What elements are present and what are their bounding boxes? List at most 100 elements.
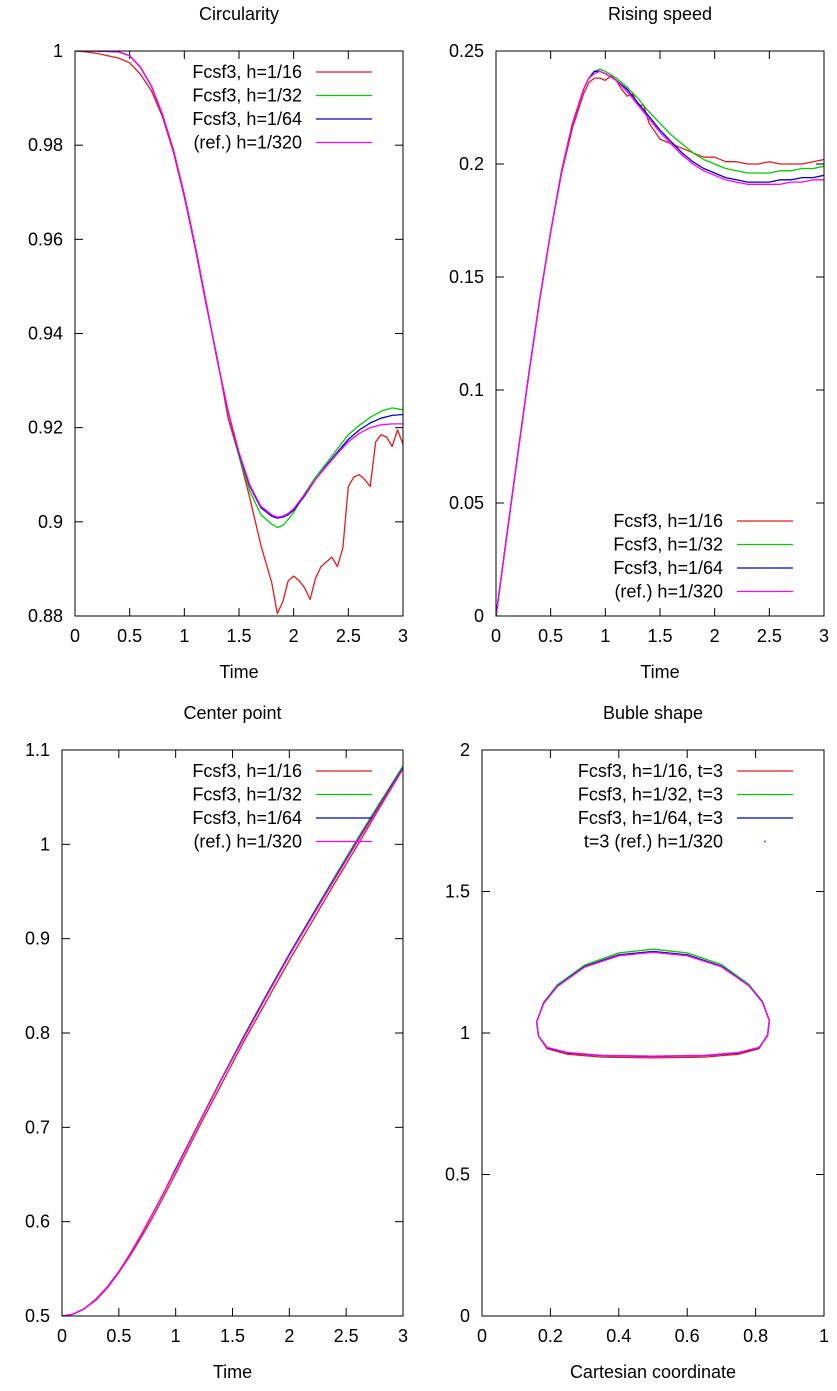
- legend-label: (ref.) h=1/320: [614, 582, 723, 602]
- x-tick-label: 1.5: [226, 626, 251, 646]
- chart-title: Buble shape: [603, 703, 703, 723]
- series-line-3: [75, 51, 403, 518]
- series-line-3: [496, 70, 824, 616]
- x-axis-label: Time: [219, 662, 258, 682]
- y-tick-label: 1: [40, 834, 50, 854]
- plot-frame: [495, 50, 825, 617]
- legend: Fcsf3, h=1/16 Fcsf3, h=1/32 Fcsf3, h=1/64 (…: [192, 62, 372, 153]
- legend-label: Fcsf3, h=1/64: [192, 109, 302, 129]
- legend-label: Fcsf3, h=1/64: [613, 558, 723, 578]
- x-tick-label: 1: [819, 1326, 829, 1346]
- series-line-3: [62, 768, 403, 1316]
- legend: Fcsf3, h=1/16 Fcsf3, h=1/32 Fcsf3, h=1/64 (…: [613, 511, 793, 602]
- y-tick-label: 0.9: [25, 929, 50, 949]
- series-line-1: [536, 948, 770, 1057]
- y-tick-label: 0.6: [25, 1212, 50, 1232]
- x-tick-label: 3: [819, 626, 829, 646]
- y-tick-label: 1: [460, 1023, 470, 1043]
- legend-label: Fcsf3, h=1/32, t=3: [578, 785, 723, 805]
- y-tick-label: 1.5: [445, 882, 470, 902]
- legend-label: Fcsf3, h=1/32: [192, 86, 302, 106]
- x-tick-label: 0.2: [538, 1326, 563, 1346]
- x-tick-label: 1: [600, 626, 610, 646]
- x-tick-label: 0: [491, 626, 501, 646]
- chart-center-point: Center point 0 0.5 1 1.5 2 2.5 3 0.5 0.6 0.7 0.8 0.9…: [25, 703, 408, 1382]
- x-tick-label: 1: [171, 1326, 181, 1346]
- x-tick-label: 0: [57, 1326, 67, 1346]
- x-tick-label: 0: [70, 626, 80, 646]
- x-tick-label: 1.5: [647, 626, 672, 646]
- y-tick-label: 0.94: [28, 324, 63, 344]
- y-tick-label: 1.1: [25, 740, 50, 760]
- plot-frame: [481, 749, 825, 1317]
- x-axis-label: Time: [640, 662, 679, 682]
- series-line-2: [536, 950, 770, 1058]
- y-tick-label: 0.25: [449, 41, 484, 61]
- y-tick-label: 0.5: [25, 1306, 50, 1326]
- series-line-0: [62, 768, 403, 1316]
- x-tick-label: 1: [179, 626, 189, 646]
- y-tick-label: 0.98: [28, 135, 63, 155]
- chart-title: Circularity: [199, 4, 279, 24]
- legend-label: Fcsf3, h=1/32: [613, 535, 723, 555]
- x-axis-label: Cartesian coordinate: [570, 1362, 736, 1382]
- y-tick-label: 0.88: [28, 606, 63, 626]
- chart-bubble-shape: Buble shape 0 0.2 0.4 0.6 0.8 1 0 0.5 1 1.5 2 Cartes…: [445, 703, 829, 1382]
- x-tick-label: 2.5: [336, 626, 361, 646]
- y-tick-label: 0.92: [28, 418, 63, 438]
- x-tick-label: 2: [284, 1326, 294, 1346]
- chart-title: Center point: [183, 703, 281, 723]
- y-tick-label: 0.7: [25, 1117, 50, 1137]
- legend-sample: [764, 840, 766, 843]
- y-tick-label: 2: [460, 740, 470, 760]
- y-tick-label: 0.5: [445, 1165, 470, 1185]
- x-tick-label: 0.4: [606, 1326, 631, 1346]
- x-tick-label: 3: [398, 626, 408, 646]
- x-tick-label: 0.8: [743, 1326, 768, 1346]
- x-tick-label: 1.5: [220, 1326, 245, 1346]
- x-tick-label: 2: [710, 626, 720, 646]
- plot-frame: [61, 749, 404, 1317]
- series-line-0: [75, 51, 403, 615]
- x-tick-label: 2.5: [334, 1326, 359, 1346]
- y-tick-label: 0.2: [459, 154, 484, 174]
- legend-label: (ref.) h=1/320: [193, 832, 302, 852]
- x-tick-label: 0.5: [117, 626, 142, 646]
- chart-circularity: Circularity 0 0.5 1 1.5 2 2.5 3 0.88 0.9 0.92 0.94 0…: [28, 4, 408, 682]
- y-tick-label: 0.1: [459, 380, 484, 400]
- legend-label: Fcsf3, h=1/16: [613, 511, 723, 531]
- series-line-3: [536, 951, 770, 1057]
- x-tick-label: 0.5: [538, 626, 563, 646]
- legend-label: Fcsf3, h=1/64: [192, 808, 302, 828]
- plot-series: [75, 51, 403, 615]
- legend-label: (ref.) h=1/320: [193, 133, 302, 153]
- y-tick-label: 0.15: [449, 267, 484, 287]
- plot-series: [496, 68, 824, 616]
- chart-title: Rising speed: [608, 4, 712, 24]
- plot-series: [536, 948, 770, 1059]
- plot-frame: [74, 50, 404, 617]
- x-tick-label: 3: [398, 1326, 408, 1346]
- legend-label: t=3 (ref.) h=1/320: [584, 832, 723, 852]
- y-tick-label: 1: [53, 41, 63, 61]
- y-tick-label: 0.96: [28, 229, 63, 249]
- y-tick-label: 0.8: [25, 1023, 50, 1043]
- x-tick-label: 2.5: [757, 626, 782, 646]
- x-tick-label: 2: [289, 626, 299, 646]
- legend: Fcsf3, h=1/16 Fcsf3, h=1/32 Fcsf3, h=1/64 (…: [192, 761, 372, 852]
- legend-label: Fcsf3, h=1/64, t=3: [578, 808, 723, 828]
- y-tick-label: 0: [460, 1306, 470, 1326]
- legend-label: Fcsf3, h=1/16: [192, 62, 302, 82]
- x-axis-label: Time: [213, 1362, 252, 1382]
- y-tick-label: 0.05: [449, 493, 484, 513]
- legend-label: Fcsf3, h=1/16: [192, 761, 302, 781]
- plot-series: [62, 765, 403, 1316]
- y-tick-label: 0: [474, 606, 484, 626]
- legend-label: Fcsf3, h=1/32: [192, 785, 302, 805]
- legend: Fcsf3, h=1/16, t=3 Fcsf3, h=1/32, t=3 Fcsf…: [578, 761, 793, 852]
- y-tick-label: 0.9: [38, 512, 63, 532]
- series-line-0: [536, 950, 770, 1059]
- legend-label: Fcsf3, h=1/16, t=3: [578, 761, 723, 781]
- x-tick-label: 0.6: [675, 1326, 700, 1346]
